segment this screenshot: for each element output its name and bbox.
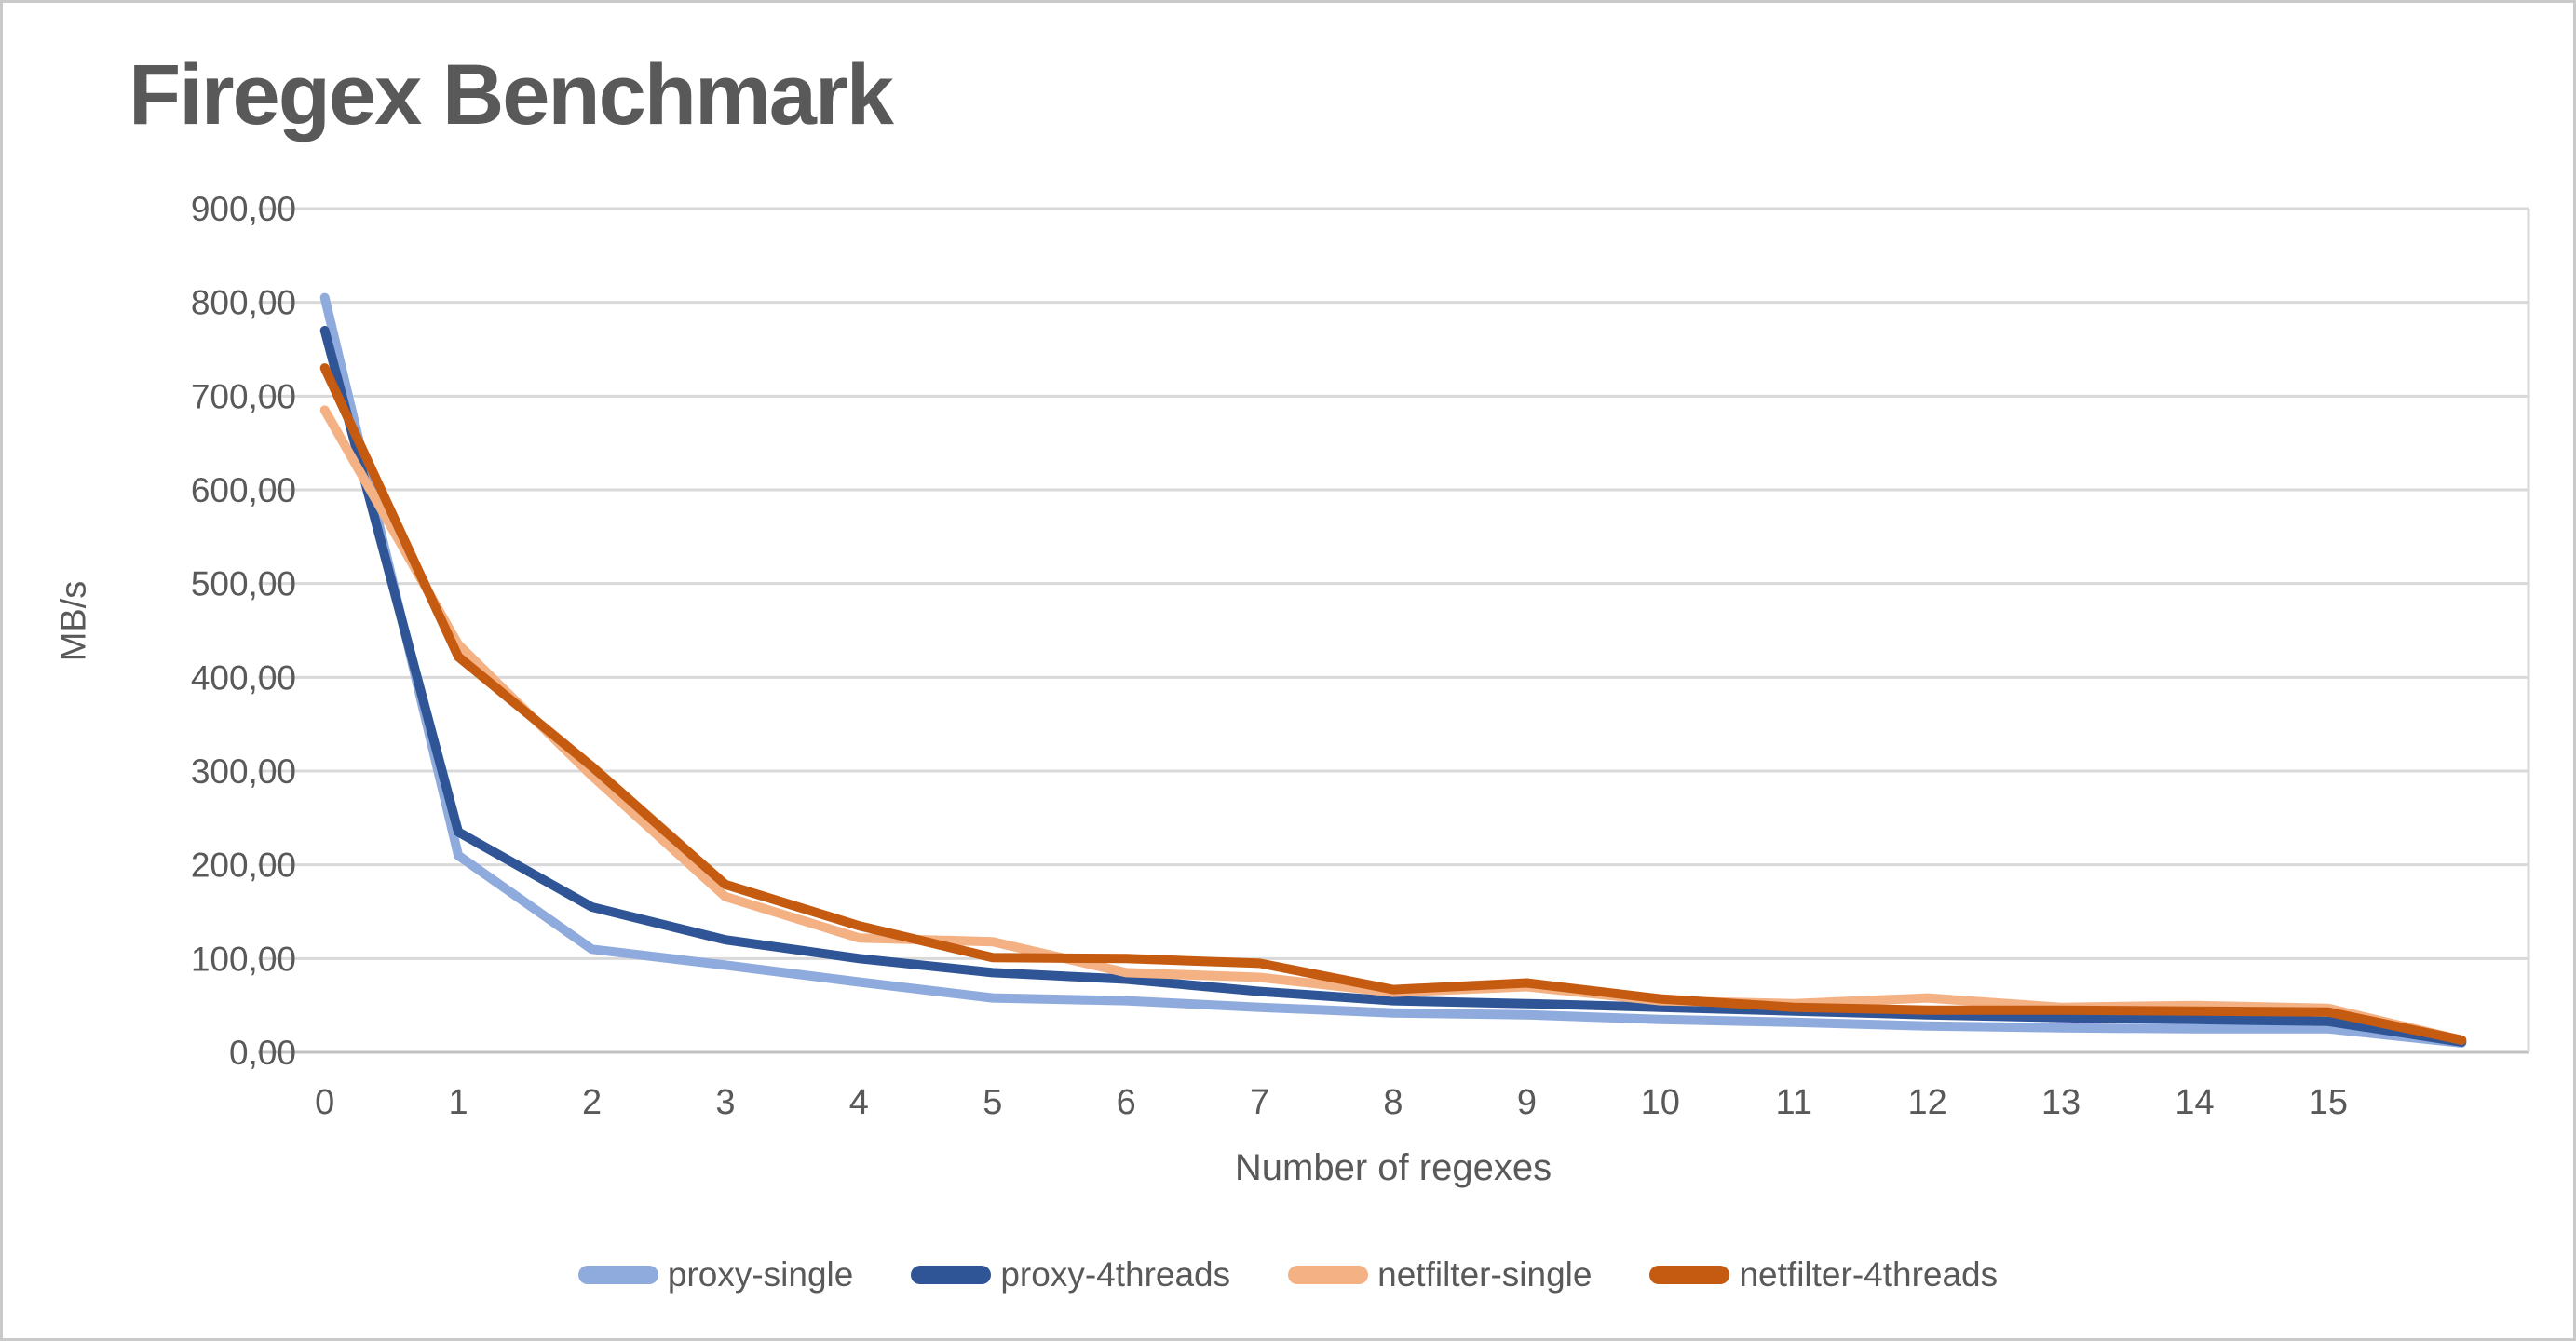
legend-swatch-netfilter-single (1288, 1266, 1369, 1284)
x-tick-label-8: 8 (1383, 1083, 1403, 1122)
x-tick-label-4: 4 (849, 1083, 869, 1122)
x-tick-label-12: 12 (1908, 1083, 1947, 1122)
legend-label-proxy-4threads: proxy-4threads (1000, 1255, 1231, 1294)
x-tick-label-9: 9 (1517, 1083, 1537, 1122)
x-tick-label-2: 2 (582, 1083, 602, 1122)
y-tick-label-600: 600,00 (191, 471, 296, 509)
x-tick-label-0: 0 (315, 1083, 334, 1122)
legend-item-proxy-4threads: proxy-4threads (911, 1255, 1230, 1294)
x-tick-label-6: 6 (1117, 1083, 1136, 1122)
x-tick-label-5: 5 (983, 1083, 1002, 1122)
legend-item-netfilter-4threads: netfilter-4threads (1649, 1255, 1998, 1294)
chart-legend: proxy-single proxy-4threads netfilter-sing… (0, 1255, 2576, 1294)
series-line-proxy-4threads (319, 325, 2467, 1047)
y-axis-title: MB/s (54, 580, 94, 662)
x-tick-label-15: 15 (2309, 1083, 2348, 1122)
x-tick-label-10: 10 (1641, 1083, 1680, 1122)
x-tick-label-11: 11 (1776, 1083, 1812, 1122)
x-tick-label-13: 13 (2041, 1083, 2081, 1122)
y-tick-label-500: 500,00 (191, 565, 296, 603)
chart-title: Firegex Benchmark (129, 47, 894, 142)
y-tick-label-400: 400,00 (191, 658, 296, 697)
legend-item-proxy-single: proxy-single (577, 1255, 854, 1294)
series-line-proxy-single (319, 292, 2467, 1048)
legend-swatch-proxy-4threads (911, 1266, 992, 1284)
y-tick-label-100: 100,00 (191, 940, 296, 978)
y-tick-label-800: 800,00 (191, 284, 296, 322)
legend-label-proxy-single: proxy-single (667, 1255, 854, 1294)
y-tick-label-300: 300,00 (191, 752, 296, 791)
y-tick-label-700: 700,00 (191, 377, 296, 415)
x-tick-label-1: 1 (449, 1083, 468, 1122)
y-tick-label-900: 900,00 (191, 190, 296, 228)
legend-item-netfilter-single: netfilter-single (1288, 1255, 1592, 1294)
legend-swatch-netfilter-4threads (1649, 1266, 1730, 1284)
y-tick-label-0: 0,00 (229, 1034, 296, 1072)
x-tick-label-7: 7 (1250, 1083, 1269, 1122)
legend-label-netfilter-4threads: netfilter-4threads (1739, 1255, 1999, 1294)
x-tick-label-3: 3 (715, 1083, 735, 1122)
series-line-netfilter-single (319, 405, 2467, 1045)
legend-swatch-proxy-single (577, 1266, 658, 1284)
x-tick-label-14: 14 (2175, 1083, 2214, 1122)
series-line-netfilter-4threads (319, 363, 2467, 1045)
y-tick-label-200: 200,00 (191, 847, 296, 885)
x-axis-title: Number of regexes (1234, 1147, 1552, 1188)
legend-label-netfilter-single: netfilter-single (1377, 1255, 1593, 1294)
